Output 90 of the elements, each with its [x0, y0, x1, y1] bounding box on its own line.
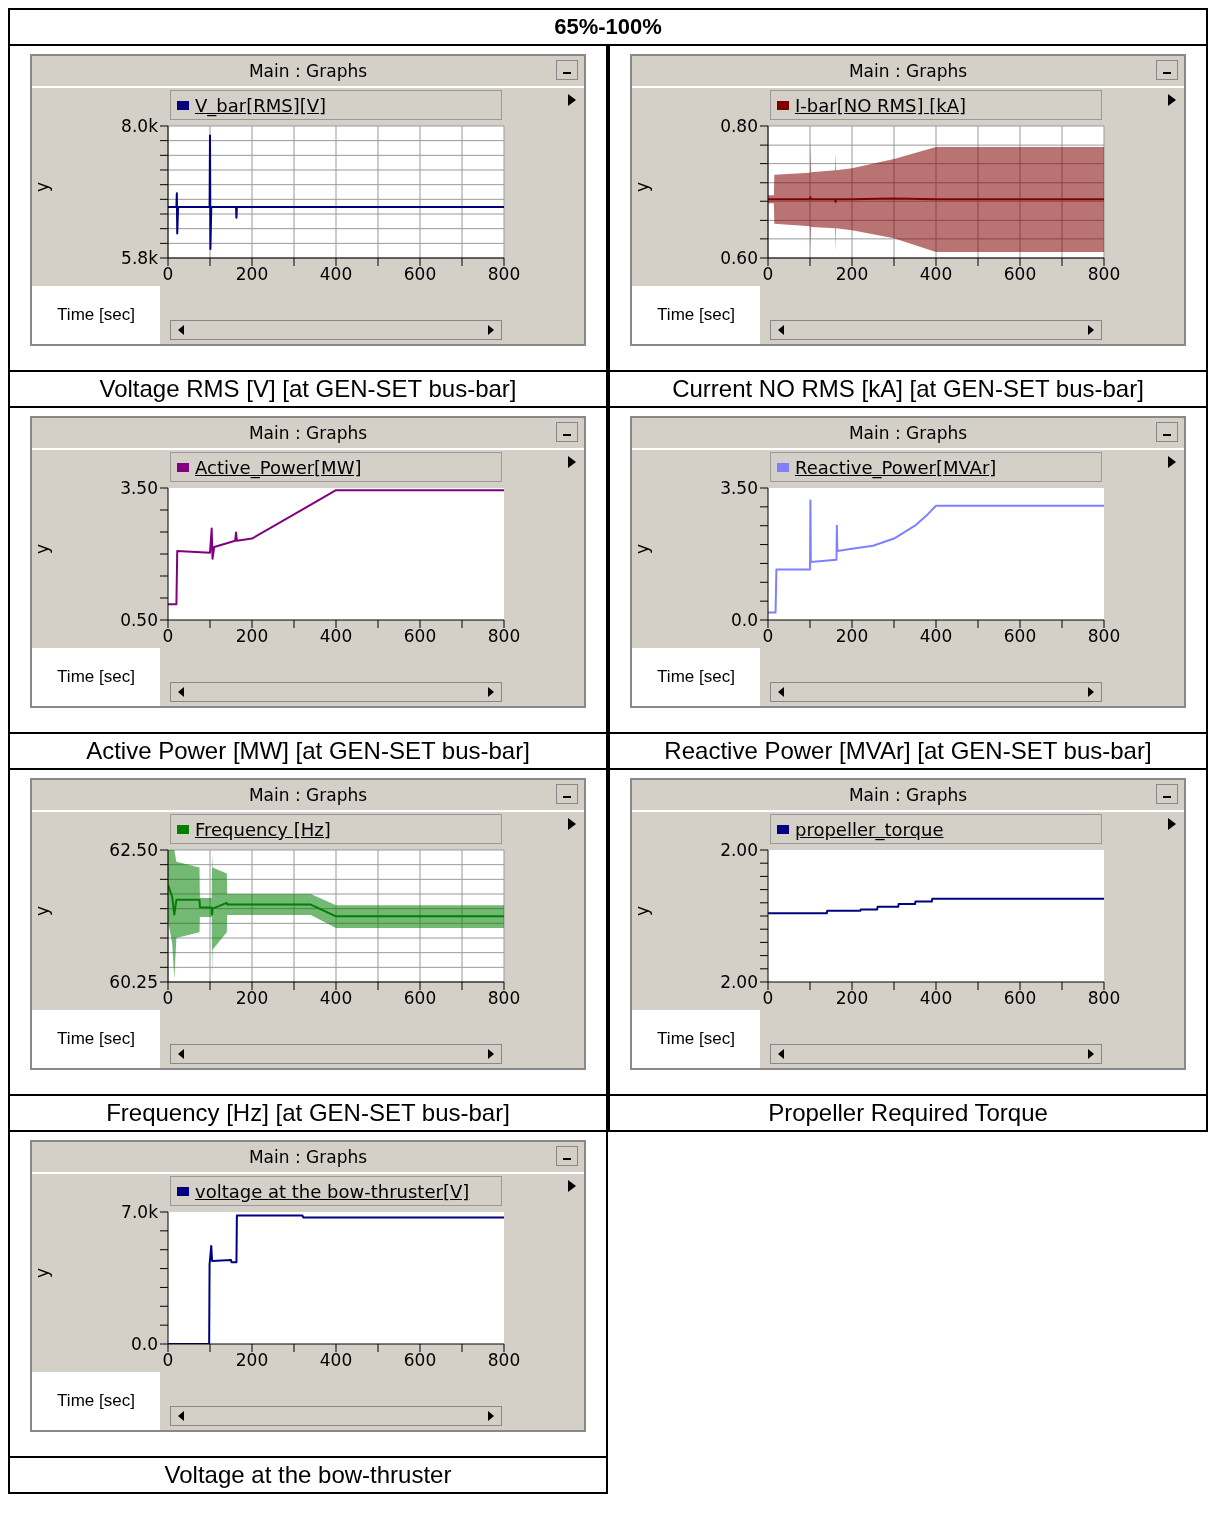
line-series	[168, 134, 504, 250]
x-tick-label: 0	[762, 988, 774, 1009]
y-axis-title: y	[32, 1267, 53, 1278]
text: 65%-100%	[554, 14, 662, 40]
x-tick-label: 400	[319, 626, 353, 647]
x-tick-label: 0	[762, 264, 774, 285]
x-tick-label: 400	[319, 988, 353, 1009]
x-tick-label: 800	[1087, 626, 1121, 647]
x-tick-label: 0	[162, 264, 174, 285]
chart-subtitle: Main : Graphs	[248, 61, 368, 81]
text: Reactive Power [MVAr] [at GEN-SET bus-bar]	[610, 732, 1206, 770]
y-tick-label: 0.0	[730, 610, 758, 631]
x-axis-title: Time [sec]	[632, 1010, 760, 1068]
y-tick-label: 60.25	[109, 972, 158, 993]
text: Active Power [MW] [at GEN-SET bus-bar]	[10, 732, 606, 770]
y-axis-title: y	[32, 905, 53, 916]
x-tick-label: 600	[1003, 988, 1037, 1009]
x-tick-label: 200	[235, 988, 269, 1009]
x-tick-label: 800	[1087, 264, 1121, 285]
legend-label: Frequency [Hz]	[195, 818, 331, 840]
line-series	[168, 489, 504, 606]
y-tick-label: 2.00	[720, 972, 758, 993]
x-tick-label: 600	[403, 264, 437, 285]
text: Current NO RMS [kA] [at GEN-SET bus-bar]	[610, 370, 1206, 408]
text: Voltage at the bow-thruster	[10, 1456, 606, 1494]
x-tick-label: 400	[919, 626, 953, 647]
line-series	[768, 897, 1104, 915]
y-tick-label: 3.50	[720, 478, 758, 499]
chart-subtitle: Main : Graphs	[848, 785, 968, 805]
x-tick-label: 800	[487, 1350, 521, 1371]
x-tick-label: 600	[1003, 626, 1037, 647]
chart-subtitle: Main : Graphs	[848, 423, 968, 443]
chart-subtitle: Main : Graphs	[248, 785, 368, 805]
y-tick-label: 8.0k	[121, 116, 159, 137]
x-tick-label: 600	[403, 988, 437, 1009]
y-tick-label: 2.00	[720, 840, 758, 861]
y-axis-title: y	[632, 181, 653, 192]
y-tick-label: 0.50	[120, 610, 158, 631]
x-axis-title: Time [sec]	[632, 286, 760, 344]
x-tick-label: 0	[162, 988, 174, 1009]
y-tick-label: 5.8k	[121, 248, 159, 269]
chart-subtitle: Main : Graphs	[248, 1147, 368, 1167]
y-tick-label: 7.0k	[121, 1202, 159, 1223]
y-axis-title: y	[32, 181, 53, 192]
x-tick-label: 600	[1003, 264, 1037, 285]
x-axis-title: Time [sec]	[632, 648, 760, 706]
y-tick-label: 3.50	[120, 478, 158, 499]
x-tick-label: 400	[919, 988, 953, 1009]
x-tick-label: 200	[235, 1350, 269, 1371]
x-tick-label: 600	[403, 1350, 437, 1371]
legend-label: I-bar[NO RMS] [kA]	[795, 94, 967, 116]
y-tick-label: 0.0	[130, 1334, 158, 1355]
x-axis-title: Time [sec]	[32, 1010, 160, 1068]
x-tick-label: 600	[403, 626, 437, 647]
chart-subtitle: Main : Graphs	[248, 423, 368, 443]
legend-label: Active_Power[MW]	[195, 456, 362, 478]
legend-label: voltage at the bow-thruster[V]	[195, 1180, 470, 1202]
text: Propeller Required Torque	[610, 1094, 1206, 1132]
x-tick-label: 400	[919, 264, 953, 285]
legend-label: V_bar[RMS][V]	[195, 94, 327, 116]
y-tick-label: 62.50	[109, 840, 158, 861]
y-axis-title: y	[32, 543, 53, 554]
line-series	[168, 884, 504, 918]
legend-label: Reactive_Power[MVAr]	[795, 456, 997, 478]
x-tick-label: 0	[162, 1350, 174, 1371]
x-tick-label: 0	[162, 626, 174, 647]
x-tick-label: 200	[835, 626, 869, 647]
y-axis-title: y	[632, 905, 653, 916]
x-axis-title: Time [sec]	[32, 286, 160, 344]
x-tick-label: 200	[835, 988, 869, 1009]
x-tick-label: 800	[487, 264, 521, 285]
legend-label: propeller_torque	[795, 818, 944, 840]
chart-subtitle: Main : Graphs	[848, 61, 968, 81]
x-tick-label: 200	[835, 264, 869, 285]
text: Voltage RMS [V] [at GEN-SET bus-bar]	[10, 370, 606, 408]
y-axis-title: y	[632, 543, 653, 554]
x-tick-label: 800	[487, 988, 521, 1009]
x-tick-label: 200	[235, 626, 269, 647]
y-tick-label: 0.60	[720, 248, 758, 269]
x-tick-label: 800	[1087, 988, 1121, 1009]
x-tick-label: 400	[319, 264, 353, 285]
line-series	[768, 499, 1104, 614]
x-axis-title: Time [sec]	[32, 1372, 160, 1430]
x-tick-label: 200	[235, 264, 269, 285]
text: Frequency [Hz] [at GEN-SET bus-bar]	[10, 1094, 606, 1132]
x-tick-label: 400	[319, 1350, 353, 1371]
x-tick-label: 800	[487, 626, 521, 647]
x-tick-label: 0	[762, 626, 774, 647]
x-axis-title: Time [sec]	[32, 648, 160, 706]
y-tick-label: 0.80	[720, 116, 758, 137]
